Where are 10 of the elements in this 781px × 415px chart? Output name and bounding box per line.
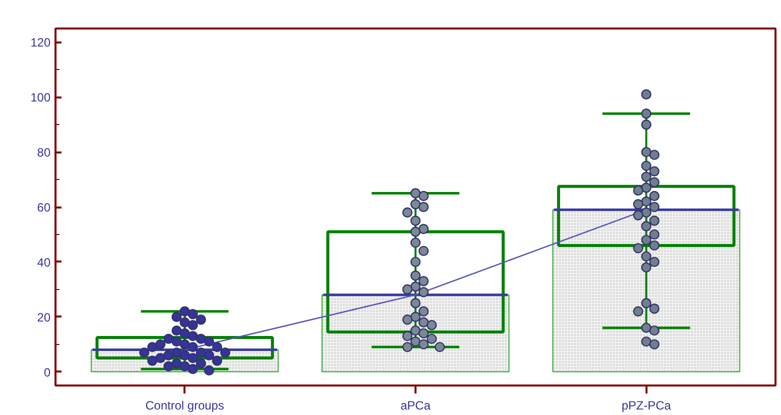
y-tick-label: 80 [37,146,51,160]
y-tick-label: 120 [30,36,51,50]
y-tick-label: 100 [30,90,51,105]
x-tick-label: aPCa [400,398,431,412]
x-tick-label: pPZ-PCa [622,398,672,412]
y-tick-label: 20 [37,310,51,324]
y-tick-label: 0 [44,365,51,380]
x-tick-label: Control groups [145,398,224,412]
y-tick-label: 60 [37,200,51,214]
y-tick-label: 40 [37,255,51,270]
